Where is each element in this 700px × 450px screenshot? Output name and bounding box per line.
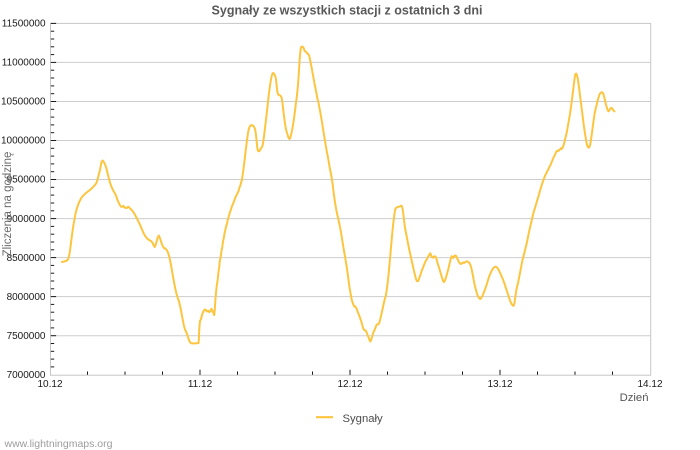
svg-text:10500000: 10500000 [1, 97, 46, 108]
svg-text:Dzień: Dzień [620, 392, 649, 404]
svg-text:9500000: 9500000 [7, 175, 46, 186]
svg-text:11.12: 11.12 [188, 379, 213, 390]
svg-text:Zliczenia na godzinę: Zliczenia na godzinę [2, 152, 14, 257]
svg-text:7500000: 7500000 [7, 331, 46, 342]
svg-text:www.lightningmaps.org: www.lightningmaps.org [4, 438, 113, 450]
svg-text:8000000: 8000000 [7, 292, 46, 303]
svg-text:13.12: 13.12 [487, 379, 512, 390]
svg-text:7000000: 7000000 [7, 370, 46, 381]
svg-text:11000000: 11000000 [2, 58, 46, 69]
svg-text:9000000: 9000000 [7, 214, 46, 225]
svg-text:11500000: 11500000 [2, 19, 46, 30]
svg-text:Sygnały ze wszystkich stacji z: Sygnały ze wszystkich stacji z ostatnich… [212, 4, 483, 18]
svg-text:Sygnały: Sygnały [343, 413, 384, 425]
svg-text:10.12: 10.12 [37, 379, 62, 390]
svg-text:12.12: 12.12 [337, 379, 362, 390]
svg-text:14.12: 14.12 [637, 379, 662, 390]
svg-text:10000000: 10000000 [1, 136, 46, 147]
svg-text:8500000: 8500000 [7, 253, 46, 264]
